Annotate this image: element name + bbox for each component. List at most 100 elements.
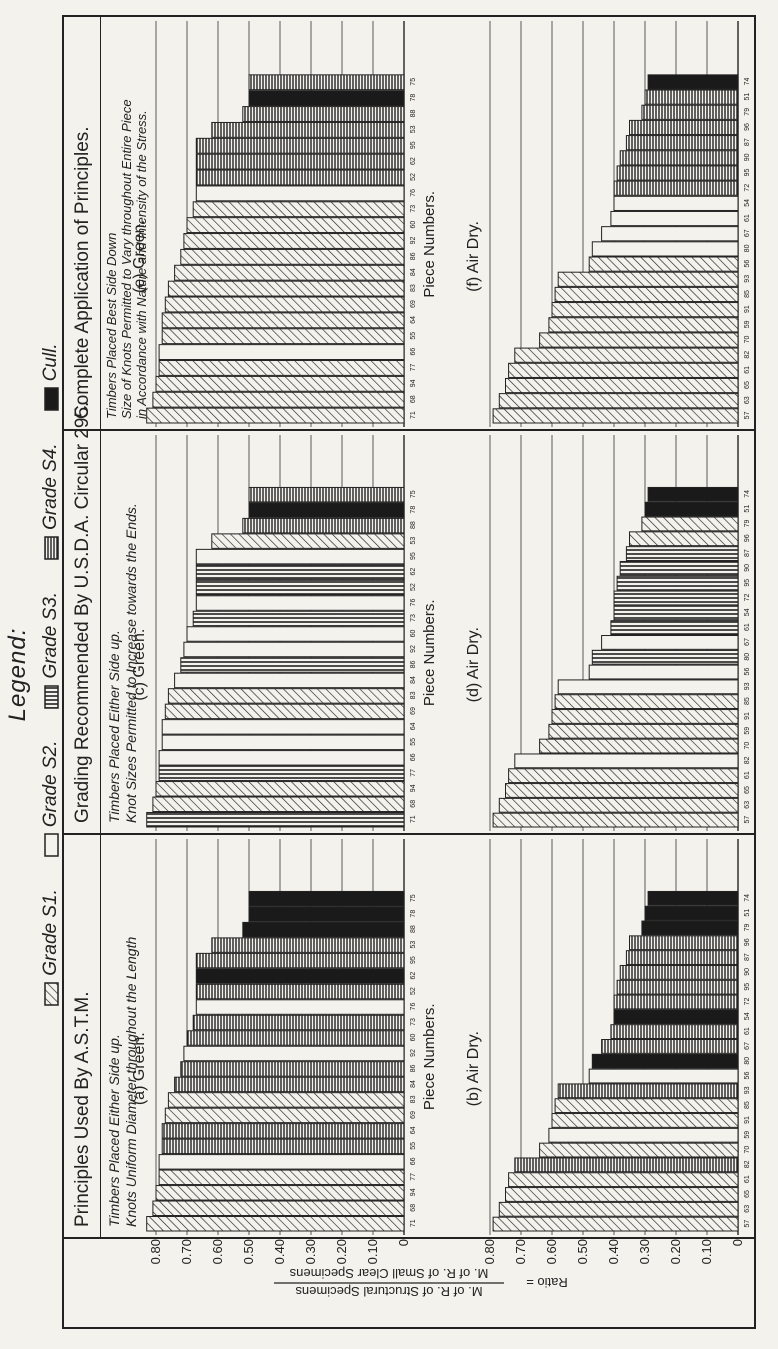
bar: [619, 560, 739, 576]
x-axis-label: Piece Numbers.: [421, 599, 438, 706]
bar: [146, 1216, 405, 1232]
bar: [557, 679, 739, 695]
bar: [498, 393, 739, 409]
x-tick-label: 57: [744, 816, 751, 824]
x-tick-label: 67: [744, 229, 751, 237]
x-tick-label: 79: [744, 519, 751, 527]
legend-swatch: [43, 981, 59, 1006]
bar-charts: 0.80 0.70 0.60 0.50 0.40 0.30 0.20 0.10 0 71 68 94 7…: [131, 21, 751, 1264]
bar: [551, 302, 739, 318]
x-tick-label: 68: [410, 800, 417, 808]
bar: [158, 360, 405, 376]
x-tick-label: 70: [744, 1146, 751, 1154]
y-tick-label: 0.70: [513, 1239, 528, 1264]
x-tick-label: 54: [744, 608, 751, 616]
x-tick-label: 72: [744, 997, 751, 1005]
x-tick-label: 92: [410, 1049, 417, 1057]
x-tick-label: 71: [410, 815, 417, 823]
bar: [539, 738, 739, 754]
x-tick-label: 85: [744, 1101, 751, 1109]
x-tick-label: 62: [410, 972, 417, 980]
bar: [242, 921, 405, 938]
y-tick-label: 0.80: [148, 1239, 163, 1264]
bar: [539, 332, 739, 348]
bar: [514, 753, 739, 769]
bar: [174, 1076, 405, 1093]
x-axis-label: Piece Numbers.: [421, 1003, 438, 1110]
bar: [644, 501, 739, 517]
bar: [613, 994, 739, 1010]
y-tick-label: 0.30: [303, 1239, 318, 1264]
bar: [164, 703, 405, 720]
x-tick-label: 52: [410, 173, 417, 181]
x-tick-label: 95: [744, 169, 751, 177]
x-tick-label: 59: [744, 320, 751, 328]
bar: [498, 797, 739, 813]
bar: [629, 935, 739, 951]
bar: [644, 89, 739, 105]
x-tick-label: 78: [410, 506, 417, 514]
x-tick-label: 51: [744, 93, 751, 101]
bar: [601, 635, 739, 650]
x-tick-label: 86: [410, 660, 417, 668]
bar: [211, 937, 405, 953]
bar: [610, 620, 739, 636]
y-tick-label: 0.60: [544, 1239, 559, 1264]
x-tick-label: 78: [410, 94, 417, 102]
x-tick-label: 63: [744, 396, 751, 404]
bar: [186, 1030, 405, 1046]
bar: [174, 264, 405, 281]
x-tick-label: 74: [744, 894, 751, 902]
panel-title: (c) Green.: [131, 629, 148, 701]
bar: [641, 516, 739, 532]
bar: [613, 605, 739, 621]
x-tick-label: 80: [744, 653, 751, 661]
x-tick-label: 74: [744, 490, 751, 498]
x-tick-label: 80: [744, 244, 751, 252]
y-tick-label: 0.20: [334, 1239, 349, 1264]
bar: [158, 1154, 405, 1170]
x-tick-label: 94: [410, 784, 417, 792]
bar: [548, 723, 739, 739]
bar: [616, 165, 739, 181]
x-tick-label: 87: [744, 953, 751, 961]
bar: [625, 546, 739, 561]
bar: [192, 610, 405, 627]
bar: [588, 256, 739, 272]
bar: [195, 548, 405, 565]
x-tick-label: 56: [744, 668, 751, 676]
legend-item-grade-s1: Grade S1.: [40, 889, 62, 1006]
bar: [613, 195, 739, 211]
x-tick-label: 79: [744, 923, 751, 931]
x-tick-label: 55: [410, 1142, 417, 1150]
bar: [155, 1185, 405, 1201]
bar: [508, 768, 739, 784]
x-tick-label: 51: [744, 505, 751, 513]
bar: [601, 1039, 739, 1054]
x-tick-label: 82: [744, 756, 751, 764]
y-tick-label: 0.20: [668, 1239, 683, 1264]
bar: [492, 1216, 739, 1232]
bar: [164, 296, 405, 313]
x-tick-label: 63: [744, 801, 751, 809]
bar: [625, 135, 739, 151]
bar: [619, 964, 739, 980]
legend-label: Grade S2.: [40, 740, 61, 828]
bar: [158, 765, 405, 782]
bar: [248, 502, 405, 518]
bar: [186, 626, 405, 642]
bar: [588, 664, 739, 680]
bar: [557, 1083, 739, 1099]
bar: [492, 812, 739, 828]
bar: [167, 1092, 405, 1108]
panel-title: (d) Air Dry.: [465, 627, 482, 702]
legend-swatch: [43, 684, 59, 709]
y-tick-label: 0.40: [606, 1239, 621, 1264]
bar: [180, 657, 405, 673]
x-tick-label: 68: [410, 1204, 417, 1212]
bar: [508, 362, 739, 378]
x-tick-label: 87: [744, 138, 751, 146]
bar: [647, 890, 739, 906]
bar: [625, 950, 739, 965]
